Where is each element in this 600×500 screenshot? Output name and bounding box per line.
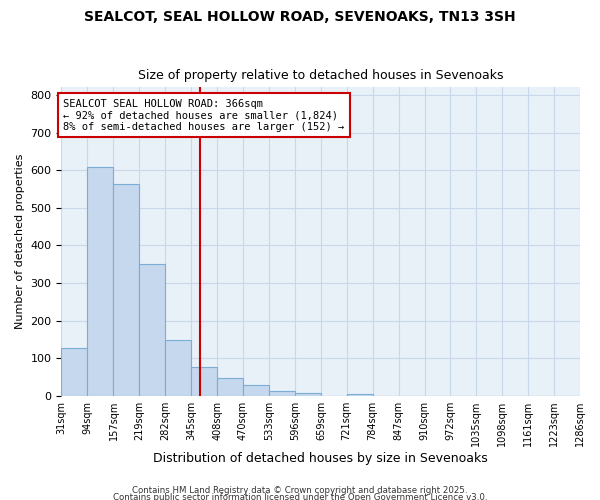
Title: Size of property relative to detached houses in Sevenoaks: Size of property relative to detached ho… (138, 69, 503, 82)
Text: Contains public sector information licensed under the Open Government Licence v3: Contains public sector information licen… (113, 494, 487, 500)
Text: SEALCOT SEAL HOLLOW ROAD: 366sqm
← 92% of detached houses are smaller (1,824)
8%: SEALCOT SEAL HOLLOW ROAD: 366sqm ← 92% o… (63, 98, 344, 132)
Bar (347, 394, 373, 396)
X-axis label: Distribution of detached houses by size in Sevenoaks: Distribution of detached houses by size … (154, 452, 488, 465)
Text: Contains HM Land Registry data © Crown copyright and database right 2025.: Contains HM Land Registry data © Crown c… (132, 486, 468, 495)
Bar (88, 167, 113, 396)
Bar (191, 366, 217, 396)
Bar (61, 348, 88, 396)
Bar (243, 385, 269, 396)
Bar (139, 264, 165, 396)
Bar (217, 378, 243, 396)
Text: SEALCOT, SEAL HOLLOW ROAD, SEVENOAKS, TN13 3SH: SEALCOT, SEAL HOLLOW ROAD, SEVENOAKS, TN… (84, 10, 516, 24)
Bar (165, 340, 191, 396)
Y-axis label: Number of detached properties: Number of detached properties (15, 154, 25, 330)
Bar (295, 393, 321, 396)
Bar (113, 184, 139, 396)
Bar (269, 391, 295, 396)
